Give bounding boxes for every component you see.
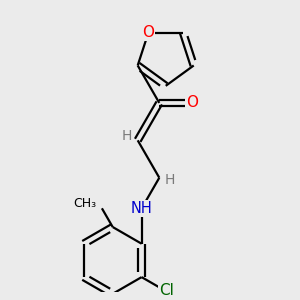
Text: Cl: Cl xyxy=(159,284,174,298)
Text: O: O xyxy=(142,25,154,40)
Text: H: H xyxy=(165,173,175,187)
Text: O: O xyxy=(186,95,198,110)
Text: CH₃: CH₃ xyxy=(73,197,96,210)
Text: NH: NH xyxy=(131,201,152,216)
Text: H: H xyxy=(122,129,132,142)
